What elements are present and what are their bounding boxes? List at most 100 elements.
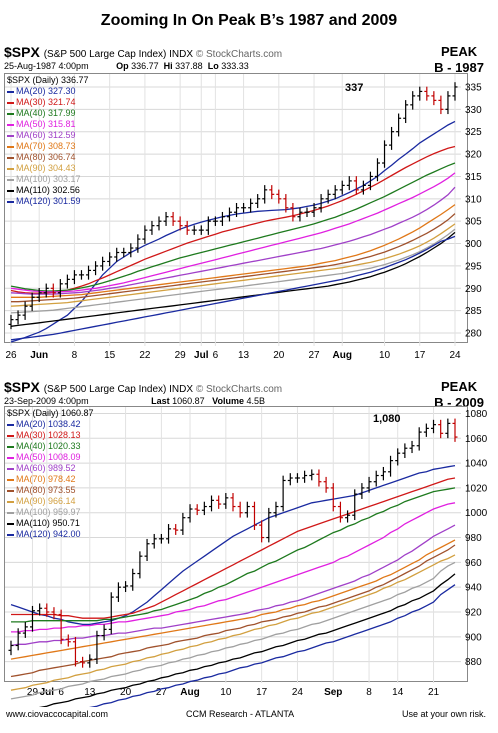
legend-entry: MA(30) 321.74 xyxy=(7,97,89,108)
legend-swatch xyxy=(7,423,14,426)
price-bar xyxy=(445,418,451,439)
price-bar xyxy=(431,91,437,106)
price-bar xyxy=(8,314,14,330)
y-tick-label: 1000 xyxy=(465,508,488,519)
y-tick-label: 880 xyxy=(465,657,482,668)
ma-line-ma30 xyxy=(11,477,456,619)
price-bar xyxy=(151,533,157,549)
y-tick-label: 1060 xyxy=(465,434,488,445)
chart-panel-1987: $SPX (S&P 500 Large Cap Index) INDX © St… xyxy=(0,40,498,361)
price-bar xyxy=(78,270,84,280)
y-tick-label: 325 xyxy=(465,127,482,138)
price-bar xyxy=(353,176,359,195)
legend-label: MA(120) 301.59 xyxy=(16,196,81,206)
legend-entry: MA(50) 1008.09 xyxy=(7,452,94,463)
price-bar xyxy=(187,504,193,523)
price-bar xyxy=(241,203,247,213)
price-bar xyxy=(266,507,272,543)
price-bar xyxy=(283,194,289,213)
legend-swatch xyxy=(7,167,14,170)
price-bar xyxy=(402,443,408,459)
price-bar xyxy=(198,225,204,235)
ma-line-ma100 xyxy=(10,228,456,314)
legend-entry: MA(120) 942.00 xyxy=(7,529,94,540)
quote-line: 23-Sep-2009 4:00pm Last 1060.87 Volume 4… xyxy=(4,396,265,406)
legend-label: MA(50) 315.81 xyxy=(16,119,76,129)
price-bar xyxy=(352,489,358,521)
x-tick-label: 21 xyxy=(428,687,440,698)
price-bar xyxy=(135,234,141,253)
price-bar xyxy=(144,538,150,561)
price-bar xyxy=(410,91,416,110)
ma-line-ma50 xyxy=(10,172,456,293)
peak-line-1: PEAK xyxy=(441,379,478,394)
source-credit: © StockCharts.com xyxy=(195,384,283,395)
price-bar xyxy=(72,636,78,667)
x-tick-label: 6 xyxy=(58,687,64,698)
price-bar xyxy=(121,247,127,258)
y-tick-label: 315 xyxy=(465,172,482,183)
legend-label: MA(70) 978.42 xyxy=(16,474,76,484)
ma-line-ma90 xyxy=(10,223,456,307)
source-credit: © StockCharts.com xyxy=(195,49,283,60)
price-bar xyxy=(302,470,308,483)
x-tick-label: 29 xyxy=(27,687,39,698)
legend-label: MA(70) 308.73 xyxy=(16,141,76,151)
symbol-header: $SPX (S&P 500 Large Cap Index) INDX © St… xyxy=(4,379,282,395)
price-bar xyxy=(396,113,402,137)
footer-website[interactable]: www.ciovaccocapital.com xyxy=(6,709,109,719)
legend-label: MA(60) 989.52 xyxy=(16,463,76,473)
legend-swatch xyxy=(7,123,14,126)
price-bar xyxy=(332,185,338,200)
x-tick-label: 6 xyxy=(213,350,219,361)
price-bar xyxy=(8,640,14,656)
ma-line-ma50 xyxy=(11,502,456,633)
legend-entry: MA(60) 989.52 xyxy=(7,463,94,474)
price-bar xyxy=(149,220,155,235)
price-bar xyxy=(209,495,215,512)
price-bar xyxy=(93,261,99,276)
quote-date: 25-Aug-1987 4:00pm xyxy=(4,61,89,71)
x-tick-label: 22 xyxy=(139,350,151,361)
chart-title: Zooming In On Peak B’s 1987 and 2009 xyxy=(100,12,398,29)
x-tick-label: Jul xyxy=(40,687,55,698)
low-value: 333.33 xyxy=(221,61,249,71)
price-bar xyxy=(294,473,300,483)
price-bar xyxy=(226,207,232,222)
price-bar xyxy=(445,91,451,115)
price-bar xyxy=(44,603,50,617)
y-tick-label: 980 xyxy=(465,533,482,544)
price-bar xyxy=(114,247,120,262)
legend-entry: MA(80) 306.74 xyxy=(7,152,89,163)
legend-swatch xyxy=(7,522,14,525)
price-bar xyxy=(287,473,293,486)
price-bar xyxy=(339,180,345,195)
price-bar xyxy=(177,216,183,231)
quote-date: 23-Sep-2009 4:00pm xyxy=(4,396,89,406)
price-bar xyxy=(58,609,64,645)
price-bar xyxy=(416,427,422,451)
quote-line: 25-Aug-1987 4:00pm Op 336.77 Hi 337.88 L… xyxy=(4,61,249,71)
legend-swatch xyxy=(7,478,14,481)
low-label: Lo xyxy=(207,61,219,71)
legend-label: MA(100) 959.97 xyxy=(16,507,81,517)
price-bar xyxy=(438,95,444,115)
price-bar xyxy=(80,656,86,668)
ma-line-ma40 xyxy=(11,487,456,623)
legend-entry: MA(90) 966.14 xyxy=(7,496,94,507)
x-tick-label: 27 xyxy=(156,687,168,698)
x-tick-label: 20 xyxy=(273,350,285,361)
ma-line-ma110 xyxy=(10,231,456,327)
legend-label: MA(30) 1028.13 xyxy=(16,430,81,440)
price-bar xyxy=(255,194,261,209)
x-tick-label: 14 xyxy=(392,687,404,698)
price-bar xyxy=(359,483,365,499)
x-tick-label: 10 xyxy=(220,687,232,698)
price-bar xyxy=(276,189,282,204)
price-bar xyxy=(130,568,136,591)
legend-entry: MA(100) 959.97 xyxy=(7,507,94,518)
x-tick-label: 27 xyxy=(308,350,320,361)
volume-label: Volume xyxy=(212,396,245,406)
price-bar xyxy=(273,501,279,518)
legend-label: MA(60) 312.59 xyxy=(16,130,76,140)
